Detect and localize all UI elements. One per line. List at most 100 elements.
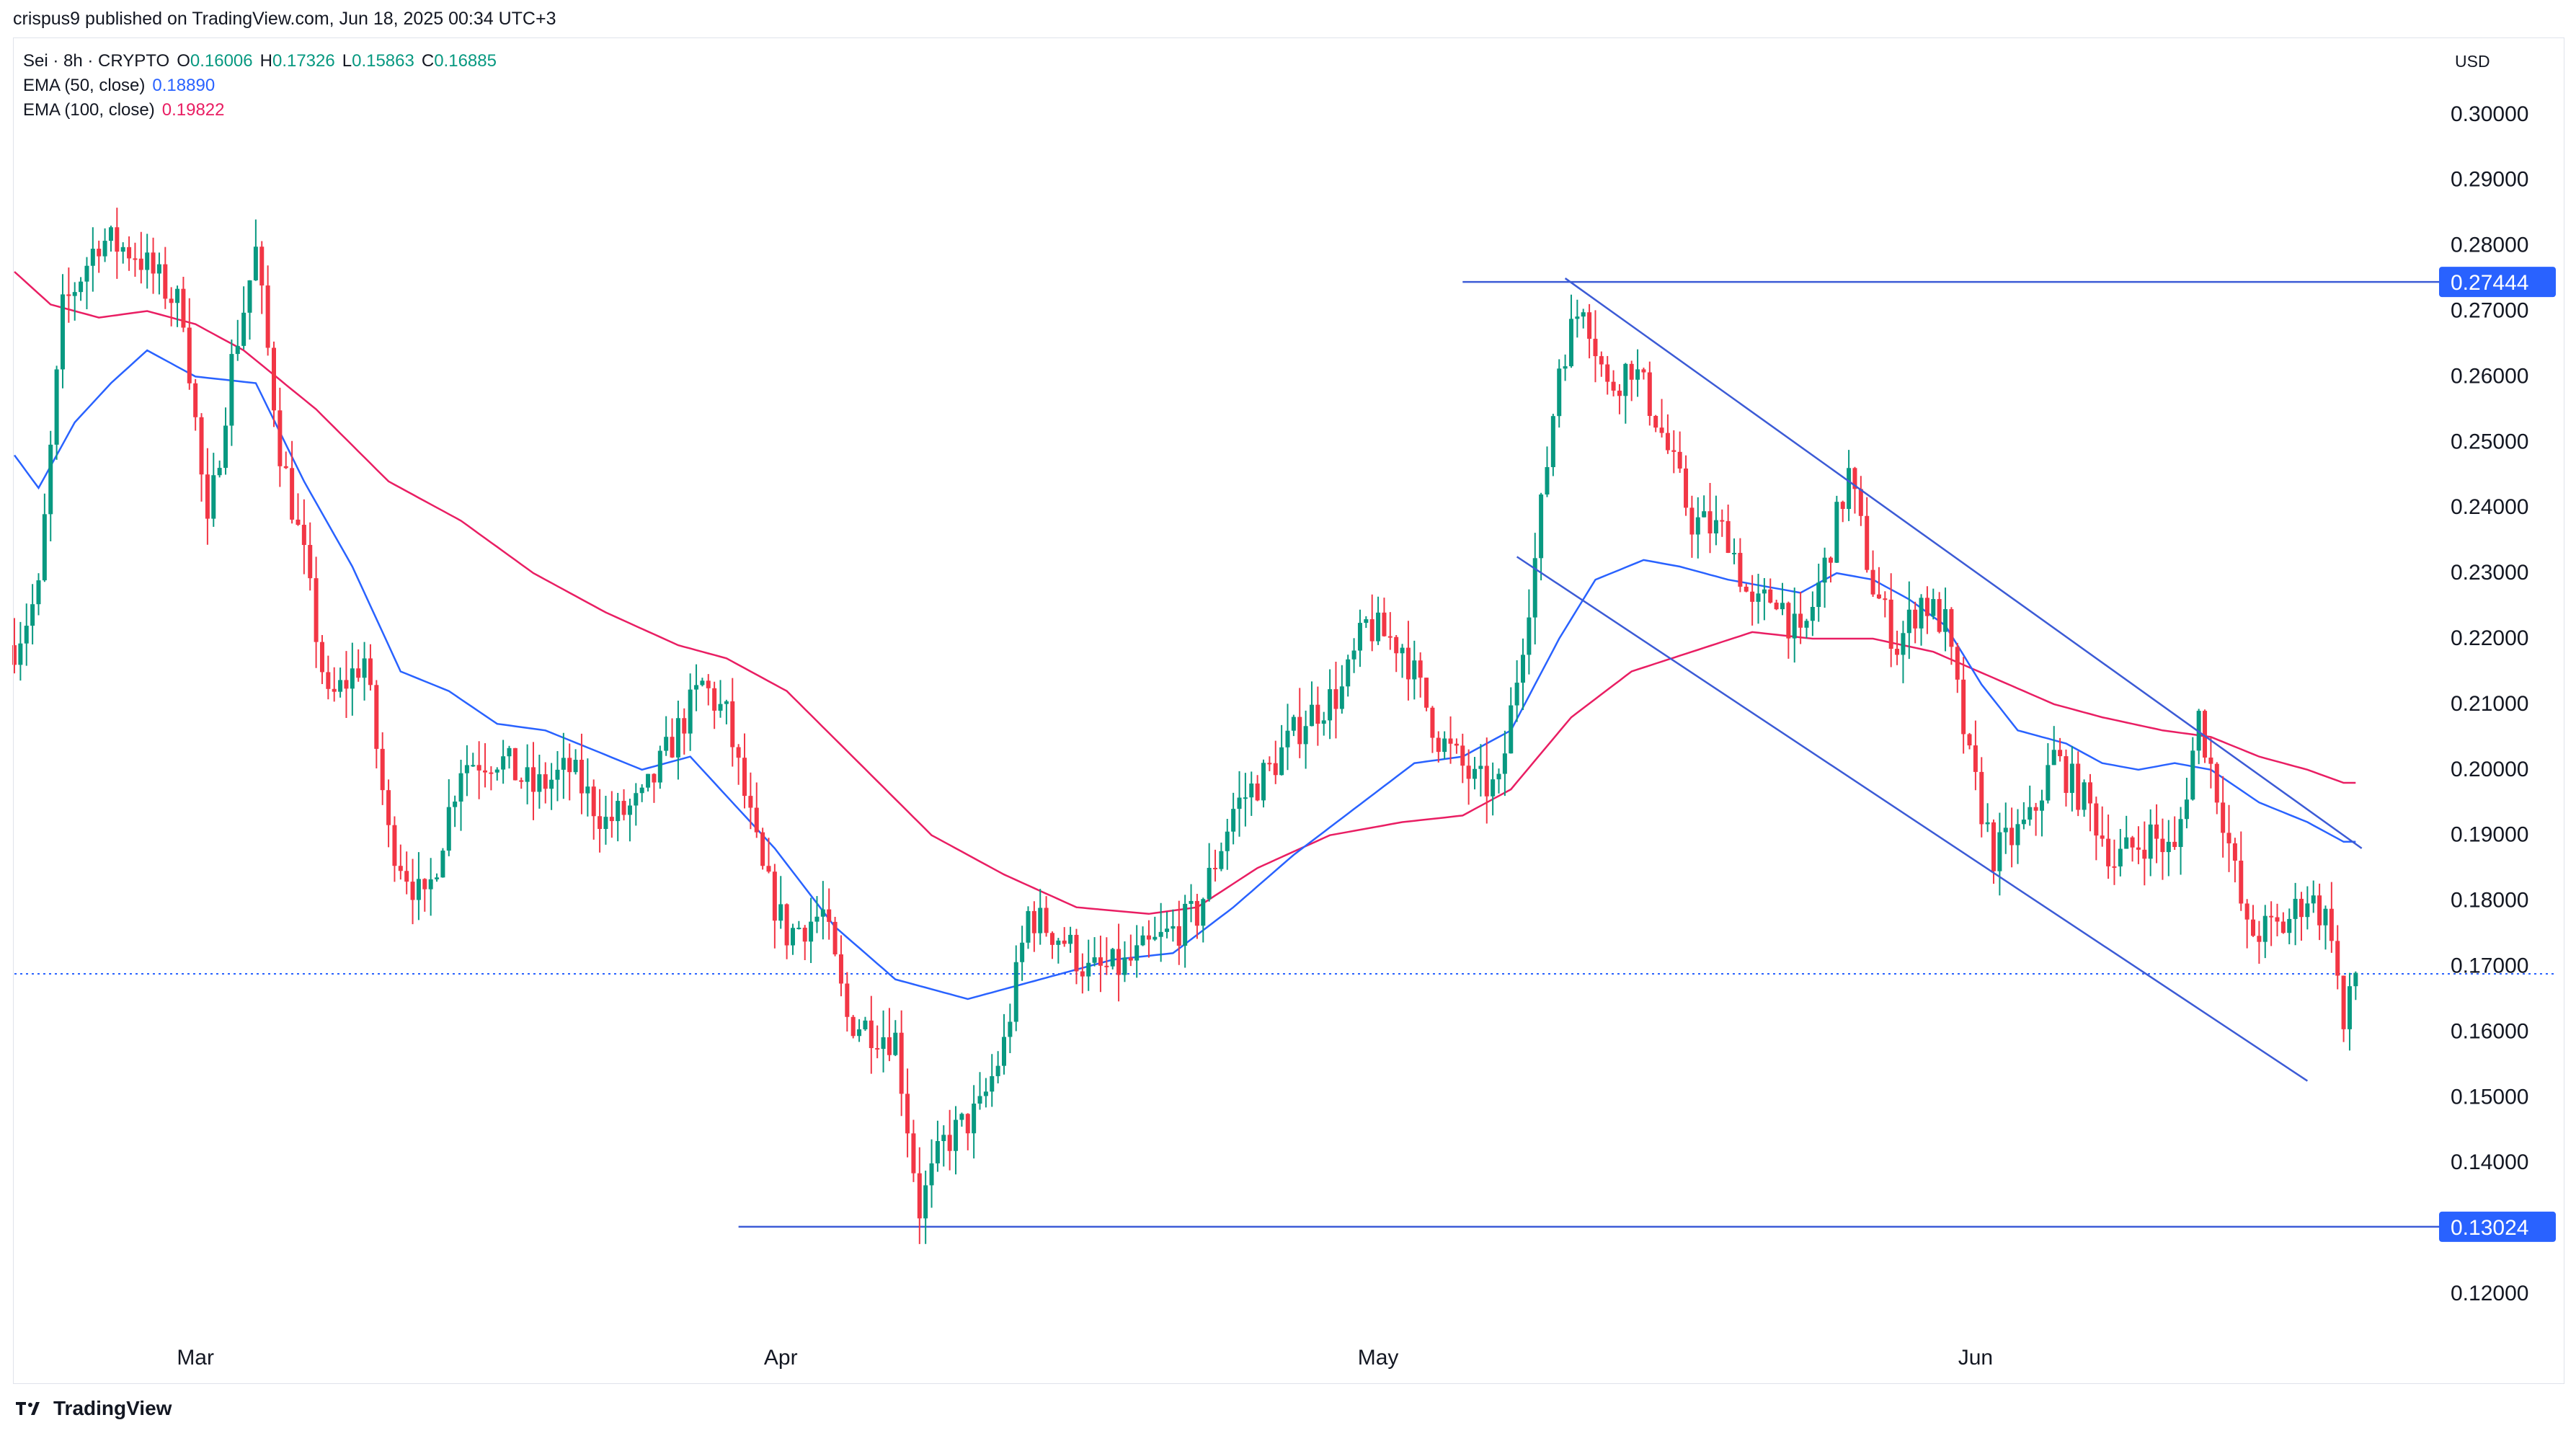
- candle-body: [627, 805, 632, 815]
- candle-body: [1405, 647, 1411, 680]
- candle-body: [2287, 918, 2292, 933]
- candle-body: [1219, 851, 1224, 869]
- candle-body: [905, 1093, 910, 1134]
- candle-body: [1575, 316, 1580, 319]
- x-tick-label: Jun: [1958, 1346, 1993, 1370]
- candle-body: [259, 247, 265, 286]
- candle-body: [2190, 750, 2195, 800]
- candle-body: [1460, 745, 1465, 766]
- candle-body: [1931, 599, 1936, 616]
- candle-body: [79, 281, 84, 293]
- candle-body: [151, 252, 156, 274]
- candle-body: [507, 747, 512, 757]
- candle-body: [537, 774, 542, 792]
- candle-body: [422, 879, 427, 889]
- candle-body: [682, 718, 687, 734]
- candle-body: [1026, 910, 1031, 943]
- candle-body: [30, 604, 35, 626]
- candle-body: [525, 767, 530, 782]
- candle-body: [1834, 502, 1839, 563]
- candle-body: [362, 658, 367, 678]
- candle-body: [1924, 598, 1929, 616]
- candle-body: [2172, 841, 2177, 848]
- candle-body: [730, 701, 735, 747]
- candle-body: [1587, 312, 1592, 339]
- candle-body: [778, 904, 783, 921]
- candle-body: [712, 688, 717, 711]
- candle-body: [1357, 623, 1362, 651]
- candle-body: [802, 927, 807, 942]
- candle-body: [1647, 372, 1652, 417]
- candle-body: [1750, 591, 1755, 602]
- candle-body: [398, 866, 403, 871]
- candle-body: [476, 765, 481, 771]
- candle-body: [2003, 828, 2008, 833]
- candle-body: [609, 817, 614, 822]
- ema50-row[interactable]: EMA (50, close) 0.18890: [23, 74, 497, 98]
- candle-body: [48, 444, 53, 515]
- candle-body: [211, 475, 216, 519]
- candle-body: [1888, 599, 1893, 649]
- candle-body: [265, 285, 270, 348]
- candle-body: [585, 786, 590, 794]
- currency-label[interactable]: USD: [2455, 52, 2490, 71]
- candle-body: [175, 288, 180, 303]
- candle-body: [772, 871, 777, 921]
- candle-body: [1665, 432, 1670, 451]
- candle-body: [2323, 908, 2328, 926]
- candle-body: [1369, 619, 1374, 642]
- candle-body: [2154, 824, 2159, 839]
- candle-body: [760, 832, 765, 866]
- candle-body: [2257, 936, 2262, 942]
- candle-body: [1780, 603, 1785, 610]
- candle-body: [1412, 660, 1417, 680]
- candle-body: [1865, 515, 1870, 570]
- candle-body: [754, 807, 759, 833]
- candle-body: [2028, 807, 2033, 820]
- candle-body: [1840, 502, 1845, 510]
- candle-body: [319, 642, 324, 673]
- candle-body: [1273, 763, 1278, 776]
- candle-body: [977, 1096, 982, 1104]
- candle-body: [296, 519, 301, 525]
- candle-body: [350, 668, 355, 689]
- candle-body: [555, 769, 560, 780]
- candle-body: [1702, 511, 1707, 518]
- candle-body: [471, 765, 476, 767]
- candle-body: [893, 1032, 898, 1055]
- candle-body: [706, 680, 711, 688]
- candle-body: [2251, 919, 2256, 936]
- candle-body: [72, 292, 77, 296]
- symbol-row[interactable]: Sei · 8h · CRYPTO O0.16006 H0.17326 L0.1…: [23, 49, 497, 74]
- candle-body: [675, 718, 680, 758]
- candle-body: [2166, 841, 2171, 853]
- y-tick-label: 0.27000: [2451, 299, 2528, 323]
- candle-body: [929, 1163, 934, 1186]
- candle-body: [1418, 660, 1423, 678]
- ohlc-open: O0.16006: [177, 51, 253, 71]
- ema100-row[interactable]: EMA (100, close) 0.19822: [23, 98, 497, 123]
- candle-body: [2280, 921, 2286, 933]
- candle-body: [1146, 935, 1151, 940]
- candle-body: [1550, 416, 1555, 468]
- candle-body: [90, 249, 95, 266]
- candle-body: [199, 417, 204, 475]
- candle-body: [1659, 427, 1664, 433]
- candle-body: [308, 545, 313, 579]
- candle-body: [1629, 363, 1634, 380]
- candle-body: [869, 1020, 874, 1049]
- candle-body: [935, 1141, 940, 1163]
- candle-body: [1822, 557, 1827, 583]
- y-tick-label: 0.26000: [2451, 364, 2528, 388]
- y-tick-label: 0.30000: [2451, 102, 2528, 126]
- candle-body: [314, 578, 319, 642]
- candle-body: [2064, 756, 2069, 794]
- candle-body: [2124, 837, 2129, 849]
- candle-body: [621, 801, 626, 815]
- price-badge: [2439, 1211, 2556, 1242]
- candle-body: [1068, 934, 1073, 944]
- candle-body: [1937, 599, 1942, 632]
- candle-body: [1176, 926, 1181, 946]
- candle-body: [1321, 720, 1326, 724]
